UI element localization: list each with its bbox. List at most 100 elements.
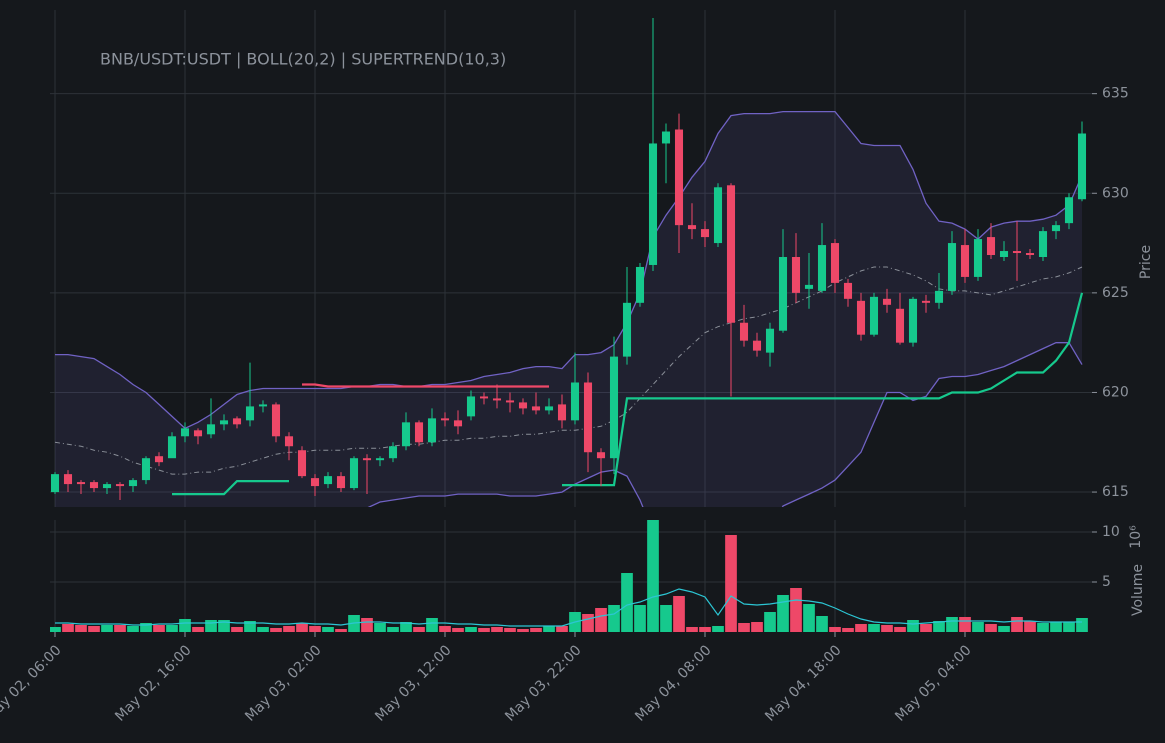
volume-bar: [1050, 622, 1062, 632]
candle-body: [349, 458, 359, 489]
volume-bar: [725, 535, 737, 632]
candle-body: [531, 406, 541, 411]
volume-bar: [283, 626, 295, 632]
volume-tick-label: 10: [1102, 524, 1120, 540]
volume-bar: [465, 627, 477, 632]
volume-bar: [192, 627, 204, 632]
volume-bar: [1076, 618, 1088, 632]
candle-body: [804, 284, 814, 289]
volume-bar: [231, 627, 243, 632]
candle-body: [310, 478, 320, 487]
candle-body: [765, 328, 775, 353]
candle-body: [492, 398, 502, 401]
volume-bar: [1037, 623, 1049, 632]
candle-body: [856, 300, 866, 335]
candle-body: [1077, 133, 1087, 200]
candle-body: [440, 418, 450, 421]
candle-body: [635, 266, 645, 303]
candle-body: [1038, 231, 1048, 258]
volume-bar: [127, 626, 139, 632]
volume-bar: [738, 623, 750, 632]
volume-bar: [179, 619, 191, 632]
volume-bar: [998, 626, 1010, 632]
candle-body: [1012, 251, 1022, 254]
candle-body: [193, 430, 203, 437]
candle-body: [778, 257, 788, 331]
candle-body: [557, 404, 567, 421]
volume-panel: [50, 520, 1088, 632]
volume-bar: [244, 621, 256, 632]
volume-bar: [62, 624, 74, 632]
candle-body: [973, 239, 983, 277]
candle-body: [713, 187, 723, 244]
volume-bar: [491, 627, 503, 632]
candle-body: [128, 480, 138, 487]
volume-bar: [933, 621, 945, 632]
candle-body: [167, 436, 177, 459]
volume-bar: [400, 622, 412, 632]
bollinger-upper: [55, 110, 1083, 430]
volume-bar: [322, 627, 334, 632]
volume-bar: [803, 604, 815, 632]
volume-bar: [946, 617, 958, 632]
candle-body: [271, 404, 281, 437]
volume-bar: [75, 625, 87, 632]
y-tick-label: 620: [1102, 384, 1129, 400]
y-tick-label: 635: [1102, 86, 1129, 102]
candle-body: [466, 396, 476, 417]
candle-body: [401, 422, 411, 447]
volume-bar: [829, 627, 841, 632]
candle-body: [141, 458, 151, 481]
candle-body: [570, 382, 580, 421]
candle-body: [817, 245, 827, 291]
candle-body: [284, 436, 294, 447]
volume-bar: [361, 618, 373, 632]
volume-bar: [647, 520, 659, 632]
bollinger-middle: [54, 266, 1083, 475]
volume-bar: [257, 627, 269, 632]
volume-bar: [595, 608, 607, 632]
candle-body: [583, 382, 593, 453]
volume-bar: [114, 625, 126, 632]
candle-body: [661, 131, 671, 144]
candle-body: [388, 446, 398, 459]
volume-bar: [50, 627, 61, 632]
volume-bar: [816, 616, 828, 632]
candle-body: [414, 422, 424, 443]
candle-body: [336, 476, 346, 489]
candle-body: [1025, 253, 1035, 256]
volume-scale-label: 10⁶: [1128, 525, 1144, 549]
candle-body: [518, 402, 528, 409]
y-tick-label: 625: [1102, 285, 1129, 301]
candle-body: [102, 484, 112, 489]
volume-bar: [777, 595, 789, 632]
volume-bar: [842, 628, 854, 632]
candle-body: [687, 225, 697, 230]
volume-bar: [270, 628, 282, 632]
volume-bar: [621, 573, 633, 632]
candle-body: [726, 185, 736, 323]
volume-bar: [452, 628, 464, 632]
volume-bar: [413, 627, 425, 632]
volume-bar: [101, 625, 113, 632]
candle-body: [934, 290, 944, 303]
candle-body: [76, 482, 86, 485]
candle-body: [453, 420, 463, 427]
candle-body: [206, 424, 216, 435]
y-tick-label: 630: [1102, 185, 1129, 201]
volume-bar: [894, 627, 906, 632]
volume-bar: [686, 627, 698, 632]
candle-body: [895, 308, 905, 343]
candle-body: [297, 450, 307, 477]
volume-bar: [1011, 617, 1023, 632]
candle-body: [544, 406, 554, 411]
candle-body: [89, 482, 99, 489]
volume-bar: [712, 626, 724, 632]
candle-body: [882, 298, 892, 305]
volume-bar: [517, 629, 529, 632]
chart-title: BNB/USDT:USDT | BOLL(20,2) | SUPERTREND(…: [100, 50, 506, 69]
volume-bar: [634, 605, 646, 632]
volume-bar: [582, 614, 594, 632]
candle-body: [596, 452, 606, 459]
volume-bar: [881, 625, 893, 632]
